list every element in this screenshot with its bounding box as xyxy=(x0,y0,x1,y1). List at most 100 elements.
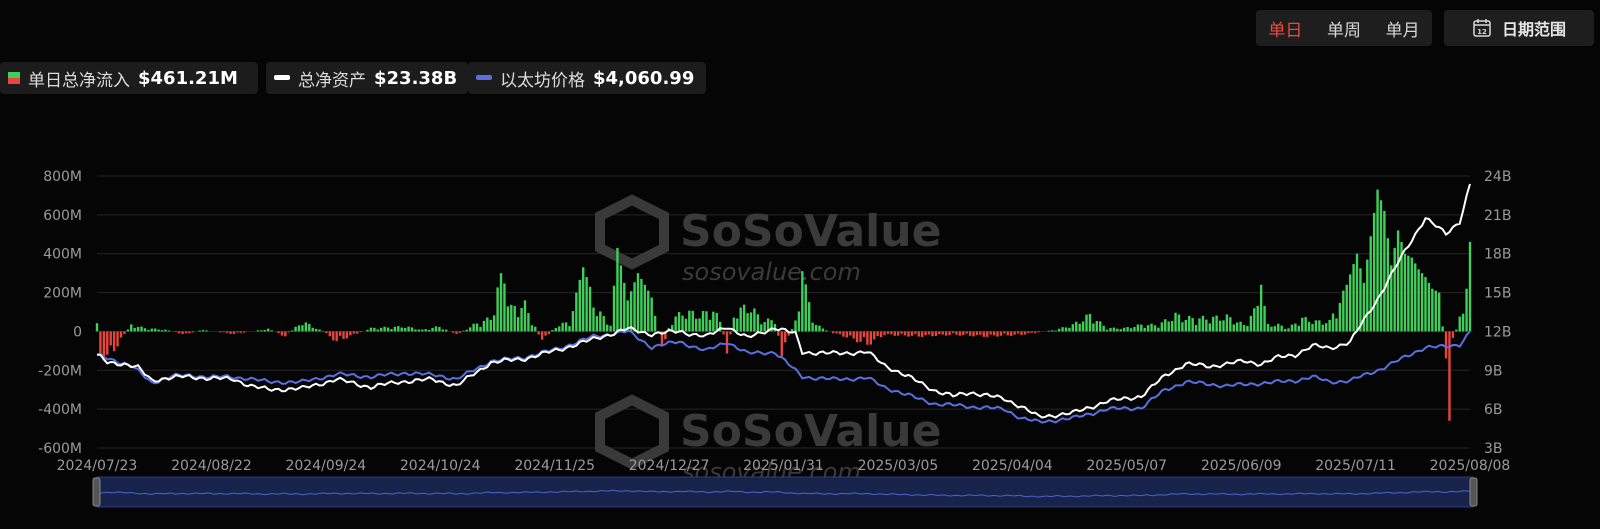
inflow-bar xyxy=(263,329,266,332)
inflow-bar xyxy=(1095,321,1098,332)
inflow-bar xyxy=(746,313,749,332)
inflow-bar xyxy=(801,271,804,332)
inflow-bar xyxy=(417,329,421,332)
inflow-bar xyxy=(379,327,383,332)
inflow-bar xyxy=(1448,331,1451,421)
inflow-bar xyxy=(753,308,756,332)
navigator-series-line xyxy=(96,489,1474,498)
inflow-bar xyxy=(705,311,708,332)
inflow-bar xyxy=(383,326,386,332)
inflow-bar xyxy=(239,331,243,333)
y-left-tick-label: 200M xyxy=(43,286,82,302)
inflow-bar xyxy=(270,330,273,332)
inflow-bar xyxy=(438,326,441,332)
inflow-bar xyxy=(184,331,188,334)
series-lines xyxy=(96,183,1471,424)
range-navigator[interactable] xyxy=(92,476,1478,508)
inflow-bar xyxy=(807,302,811,332)
inflow-bar xyxy=(1218,320,1222,332)
inflow-bar xyxy=(1335,318,1338,332)
period-weekly-button[interactable]: 单周 xyxy=(1327,20,1361,41)
inflow-bar xyxy=(486,317,489,332)
inflow-bar xyxy=(1314,320,1318,332)
inflow-bar xyxy=(862,331,866,338)
inflow-bar xyxy=(602,315,605,332)
calendar-day-text: 12 xyxy=(1477,28,1487,36)
inflow-bar xyxy=(1030,331,1033,333)
inflow-bar xyxy=(1242,324,1246,332)
inflow-bar xyxy=(116,331,119,347)
inflow-bar xyxy=(1027,331,1030,334)
assets-legend-label: 总净资产 xyxy=(298,70,366,91)
inflow-bar xyxy=(982,331,985,337)
inflow-bar xyxy=(222,331,225,333)
inflow-bar xyxy=(1109,328,1112,332)
inflow-bar xyxy=(424,329,427,332)
inflow-bar xyxy=(873,331,876,340)
inflow-bar xyxy=(469,327,472,332)
inflow-bar xyxy=(883,331,886,336)
inflow-bar xyxy=(1047,330,1051,332)
inflow-bar xyxy=(479,327,482,332)
inflow-bar xyxy=(616,247,619,332)
inflow-bar xyxy=(177,331,181,334)
inflow-legend-value: $461.21M xyxy=(138,67,238,89)
inflow-bar xyxy=(1431,288,1434,332)
inflow-bar xyxy=(1458,316,1461,332)
x-tick-label: 2024/09/24 xyxy=(285,458,366,474)
inflow-bar xyxy=(986,331,989,337)
inflow-bar xyxy=(1328,319,1331,332)
inflow-bar xyxy=(403,327,407,332)
inflow-bar xyxy=(1064,327,1068,332)
inflow-bar xyxy=(773,323,777,332)
legend-inflow[interactable]: 单日总净流入 $461.21M xyxy=(0,62,258,94)
inflow-bar xyxy=(1434,290,1437,332)
axes: 800M 24B 600M 21B 400M 18B 200M 15B 0 12B -200M 9B -… xyxy=(38,169,1511,474)
inflow-bar xyxy=(1451,331,1455,338)
inflow-bar xyxy=(1369,236,1372,332)
inflow-bar xyxy=(280,331,284,336)
date-range-button[interactable]: 12 日期范围 xyxy=(1444,10,1594,46)
inflow-bar xyxy=(1232,324,1235,332)
period-monthly-button[interactable]: 单月 xyxy=(1385,20,1420,41)
inflow-bar xyxy=(578,279,581,332)
inflow-bar xyxy=(1355,253,1359,332)
watermarks: SoSoValuesosovalue.comSoSoValuesosovalue… xyxy=(595,194,941,486)
inflow-bar xyxy=(910,331,914,336)
legend-price[interactable]: 以太坊价格 $4,060.99 xyxy=(468,62,706,94)
inflow-bar xyxy=(1061,327,1064,332)
inflow-bar xyxy=(814,324,818,332)
x-tick-label: 2024/07/23 xyxy=(57,458,138,474)
inflow-bar xyxy=(650,297,653,332)
inflow-bar xyxy=(640,278,643,332)
inflow-bar xyxy=(1441,326,1444,332)
inflow-bar xyxy=(1006,331,1009,336)
inflow-bar xyxy=(472,323,475,332)
inflow-bar xyxy=(133,328,136,332)
inflow-bar xyxy=(496,287,499,332)
inflow-bar xyxy=(342,331,345,339)
inflow-bar xyxy=(715,312,718,332)
inflow-bar xyxy=(989,331,992,335)
inflow-bar xyxy=(1417,269,1420,332)
inflow-bar xyxy=(1205,319,1208,332)
navigator-right-handle[interactable] xyxy=(1469,477,1478,507)
inflow-bar xyxy=(503,283,506,332)
inflow-bar xyxy=(191,331,195,333)
period-daily-button[interactable]: 单日 xyxy=(1268,20,1303,41)
inflow-bar xyxy=(965,331,968,334)
inflow-bar xyxy=(1331,313,1335,332)
inflow-bar xyxy=(229,331,232,334)
navigator-left-handle[interactable] xyxy=(92,477,101,507)
inflow-bar xyxy=(407,326,410,332)
inflow-bar xyxy=(907,331,910,337)
inflow-bar xyxy=(431,327,434,332)
inflow-bar xyxy=(352,331,355,334)
inflow-bar xyxy=(143,328,147,332)
inflow-bar xyxy=(1177,314,1181,332)
legend-assets[interactable]: 总净资产 $23.38B xyxy=(266,62,468,94)
inflow-bar xyxy=(568,326,571,332)
inflow-bar xyxy=(784,331,787,343)
inflow-bar xyxy=(126,329,130,332)
inflow-bar xyxy=(482,320,486,332)
